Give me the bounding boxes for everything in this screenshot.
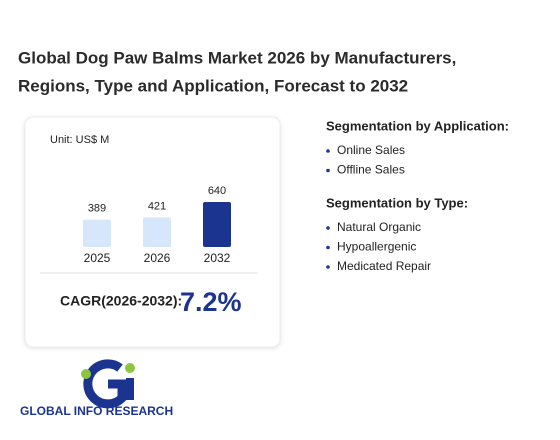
segment-item: Medicated Repair bbox=[337, 259, 431, 273]
unit-label: Unit: US$ M bbox=[50, 134, 109, 146]
bullet bbox=[326, 245, 330, 250]
x-tick-label: 2026 bbox=[144, 251, 171, 265]
x-tick-label: 2025 bbox=[84, 251, 111, 265]
segment-item: Online Sales bbox=[337, 143, 405, 157]
title-line: Global Dog Paw Balms Market 2026 by Manu… bbox=[18, 48, 456, 67]
segment-heading: Segmentation by Type: bbox=[326, 195, 468, 210]
logo-dot bbox=[81, 369, 91, 379]
segment-heading: Segmentation by Application: bbox=[326, 118, 509, 133]
logo-text: GLOBAL INFO RESEARCH bbox=[20, 404, 173, 418]
bullet bbox=[326, 149, 330, 153]
bar bbox=[203, 202, 231, 247]
cagr-value: 7.2% bbox=[180, 287, 242, 317]
logo-g bbox=[83, 359, 127, 409]
segment-item: Offline Sales bbox=[337, 163, 405, 177]
x-tick-label: 2032 bbox=[204, 251, 231, 265]
value-label: 421 bbox=[148, 200, 166, 212]
segment-item: Hypoallergenic bbox=[337, 240, 416, 254]
bar bbox=[83, 219, 111, 247]
segment-item: Natural Organic bbox=[337, 220, 421, 234]
title-line: Regions, Type and Application, Forecast … bbox=[18, 76, 408, 95]
bullet bbox=[326, 265, 330, 269]
cagr-label: CAGR(2026-2032): bbox=[60, 293, 182, 309]
value-label: 389 bbox=[88, 203, 106, 215]
value-label: 640 bbox=[208, 185, 226, 197]
bullet bbox=[326, 226, 330, 230]
logo: GLOBAL INFO RESEARCH bbox=[20, 359, 173, 418]
logo-i bbox=[126, 378, 134, 400]
logo-dot bbox=[125, 363, 135, 373]
bullet bbox=[326, 168, 330, 173]
bar bbox=[143, 217, 171, 247]
